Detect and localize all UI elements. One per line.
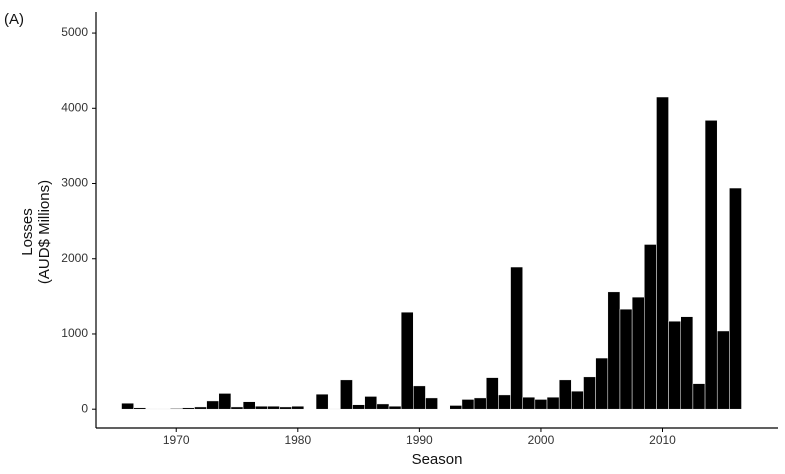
bar (340, 379, 353, 410)
bar (680, 316, 694, 410)
bar (242, 401, 256, 410)
bar (315, 393, 329, 410)
y-tick-label: 3000 (61, 176, 88, 190)
y-tick-label: 4000 (61, 100, 88, 114)
bar (279, 406, 292, 410)
bar (510, 266, 523, 410)
bar (388, 405, 402, 410)
bar (546, 396, 560, 410)
bar (656, 96, 669, 410)
y-tick-label: 1000 (61, 326, 88, 340)
x-axis-label: Season (412, 451, 463, 468)
bar (352, 404, 365, 410)
x-tick-label: 1970 (163, 433, 190, 447)
panel-label: (A) (4, 11, 24, 28)
bar (182, 407, 195, 410)
bar (522, 396, 536, 410)
bar (631, 296, 645, 410)
y-axis-label-line: (AUD$ Millions) (36, 180, 53, 284)
bar (255, 405, 268, 410)
bar (558, 379, 572, 410)
bar (498, 394, 511, 410)
bar (291, 405, 305, 410)
bar (644, 244, 657, 410)
bar (716, 330, 730, 410)
bar (704, 120, 718, 410)
bar (449, 405, 463, 410)
x-tick-label: 1990 (406, 433, 433, 447)
y-axis-label: Losses (AUD$ Millions) (19, 180, 53, 284)
bar (133, 407, 147, 410)
x-tick-label: 2010 (649, 433, 676, 447)
bar (267, 405, 280, 410)
bar (169, 408, 183, 410)
bar (206, 400, 220, 410)
bar (121, 402, 134, 410)
bar (583, 376, 596, 410)
bar (230, 406, 244, 410)
bar (194, 406, 207, 410)
bar (473, 397, 487, 410)
y-tick-label: 2000 (61, 251, 88, 265)
bar (692, 383, 706, 410)
bar (571, 390, 584, 410)
bar (413, 385, 426, 410)
bar (376, 403, 390, 410)
bar (461, 399, 475, 410)
x-tick-label: 2000 (528, 433, 555, 447)
bar (364, 396, 378, 410)
bar (607, 291, 621, 410)
x-tick-label: 1980 (284, 433, 311, 447)
bar (619, 308, 633, 410)
bar (400, 311, 414, 410)
bar (218, 393, 232, 410)
bar (595, 357, 609, 410)
bar (485, 377, 499, 410)
bar (534, 399, 548, 410)
bar (425, 397, 438, 410)
bar (668, 320, 681, 410)
y-tick-label: 0 (81, 401, 88, 415)
y-tick-label: 5000 (61, 25, 88, 39)
y-axis-label-line: Losses (19, 208, 36, 256)
bar (729, 187, 742, 410)
